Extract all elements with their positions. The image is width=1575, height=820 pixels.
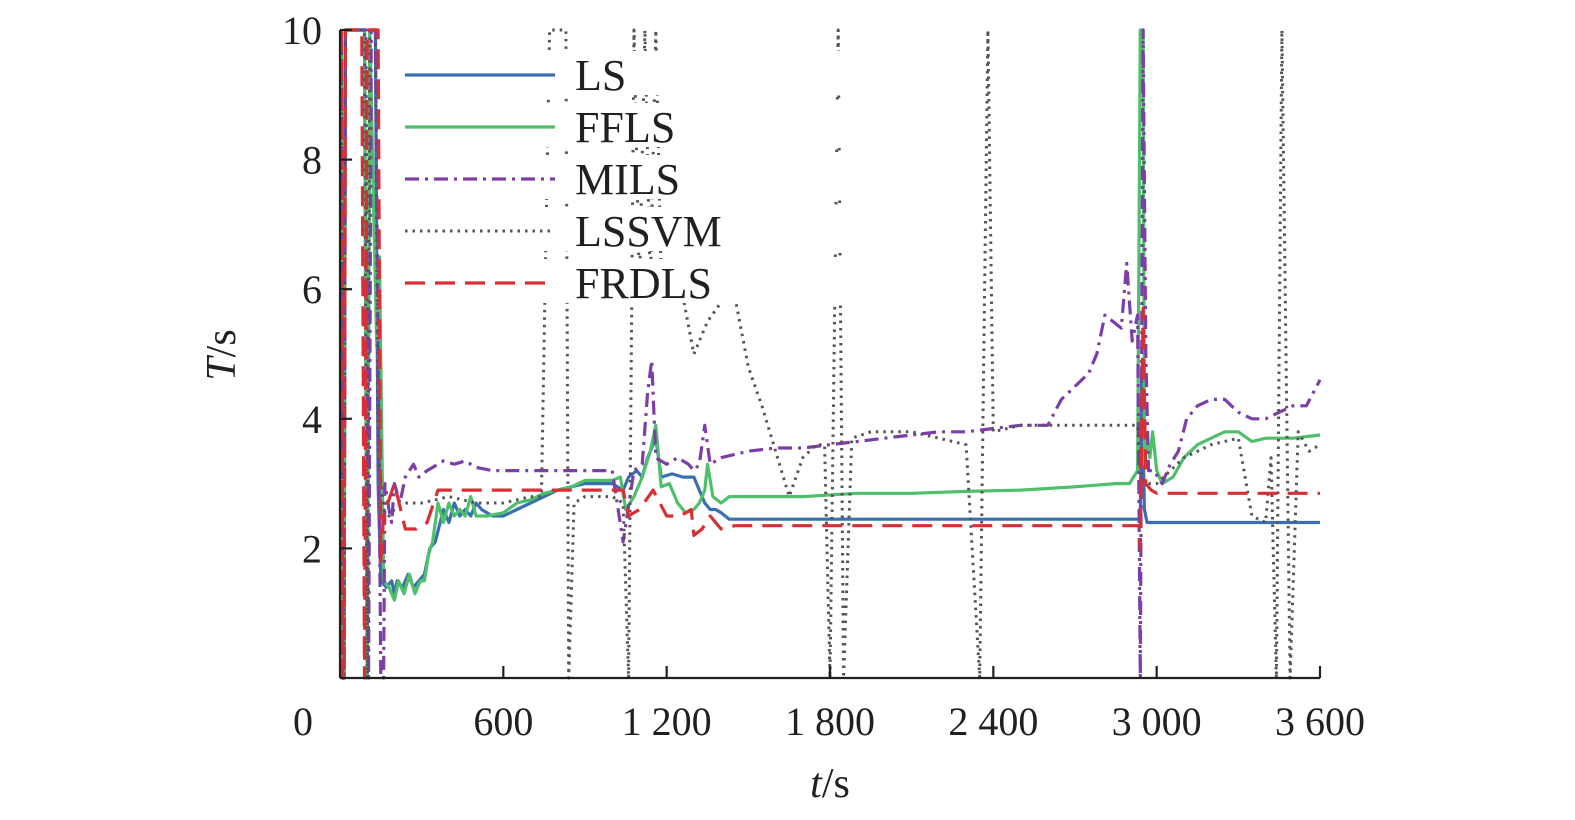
axes [338, 28, 1322, 680]
x-tick-label: 3 600 [1275, 699, 1365, 744]
legend-label: LSSVM [575, 207, 722, 256]
legend-item-background [398, 207, 918, 251]
y-tick-label: 4 [302, 397, 322, 442]
series-line-lssvm [340, 28, 1321, 680]
x-tick-label: 2 400 [948, 699, 1038, 744]
x-tick-label: 3 000 [1112, 699, 1202, 744]
x-tick-label: 0 [293, 699, 313, 744]
legend-item-background [398, 51, 918, 95]
x-axis-title: t/s [810, 761, 850, 807]
legend-label: LS [575, 51, 626, 100]
legend-item-ffls: FFLS [398, 103, 918, 152]
series-line-mils [340, 28, 1322, 680]
legend-item-ls: LS [398, 51, 918, 100]
legend-label: MILS [575, 155, 680, 204]
legend-item-background [398, 155, 918, 199]
legend-label: FFLS [575, 103, 675, 152]
legend-item-frdls: FRDLS [398, 259, 918, 308]
legend-label: FRDLS [575, 259, 712, 308]
legend-item-background [398, 259, 918, 303]
series-line-frdls [340, 28, 1320, 680]
y-tick-label: 10 [282, 8, 322, 53]
y-tick-label: 6 [302, 267, 322, 312]
x-tick-label: 1 800 [785, 699, 875, 744]
y-tick-label: 8 [302, 138, 322, 183]
series-line-ls [340, 28, 1320, 680]
legend-item-lssvm: LSSVM [398, 207, 918, 256]
x-tick-label: 600 [473, 699, 533, 744]
legend-item-background [398, 103, 918, 147]
legend-item-mils: MILS [398, 155, 918, 204]
series-layer [340, 28, 1322, 680]
y-tick-label: 2 [302, 526, 322, 571]
x-tick-label: 1 200 [622, 699, 712, 744]
tick-labels: 0 600 1 200 1 800 2 400 3 000 3 600 2 4 6 8 10 [282, 8, 1365, 744]
y-axis-title: T/s [199, 329, 245, 380]
